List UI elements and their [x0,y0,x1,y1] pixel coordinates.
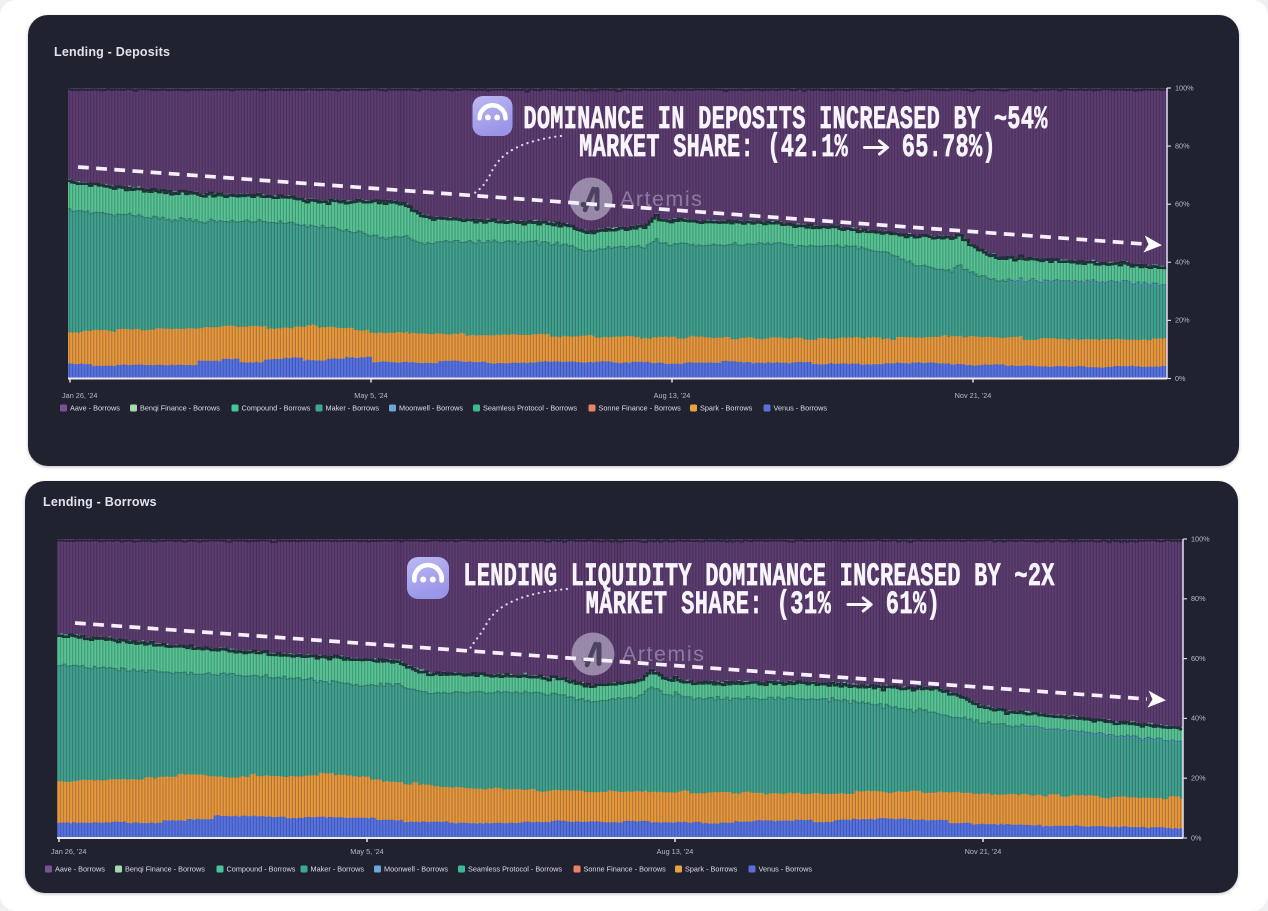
svg-text:Benqi Finance - Borrows: Benqi Finance - Borrows [140,404,220,413]
svg-text:Compound - Borrows: Compound - Borrows [227,865,296,874]
svg-text:40%: 40% [1175,258,1190,267]
svg-text:LENDING LIQUIDITY DOMINANCE IN: LENDING LIQUIDITY DOMINANCE INCREASED BY… [463,559,1054,595]
svg-text:May 5, '24: May 5, '24 [350,847,383,856]
svg-text:Compound - Borrows: Compound - Borrows [242,404,311,413]
svg-text:Seamless Protocol - Borrows: Seamless Protocol - Borrows [468,865,562,874]
svg-text:Maker - Borrows: Maker - Borrows [326,404,380,413]
svg-text:Aug 13, '24: Aug 13, '24 [654,391,691,400]
svg-text:Sonne Finance - Borrows: Sonne Finance - Borrows [584,865,667,874]
svg-text:Nov 21, '24: Nov 21, '24 [965,847,1002,856]
svg-text:May 5, '24: May 5, '24 [354,391,387,400]
svg-text:20%: 20% [1191,774,1206,783]
svg-text:0%: 0% [1175,374,1186,383]
svg-text:60%: 60% [1175,200,1190,209]
svg-text:100%: 100% [1175,83,1194,92]
svg-text:Nov 21, '24: Nov 21, '24 [955,391,992,400]
svg-text:40%: 40% [1191,714,1206,723]
svg-text:Sonne Finance - Borrows: Sonne Finance - Borrows [599,404,682,413]
svg-text:100%: 100% [1191,534,1210,543]
svg-text:Aug 13, '24: Aug 13, '24 [657,847,694,856]
svg-text:Spark - Borrows: Spark - Borrows [700,404,753,413]
svg-text:Spark - Borrows: Spark - Borrows [685,865,738,874]
svg-text:Moonwell - Borrows: Moonwell - Borrows [384,865,448,874]
svg-text:Moonwell - Borrows: Moonwell - Borrows [399,404,463,413]
svg-text:Aave - Borrows: Aave - Borrows [70,404,120,413]
svg-text:Venus - Borrows: Venus - Borrows [774,404,828,413]
svg-text:80%: 80% [1191,594,1206,603]
svg-text:Venus - Borrows: Venus - Borrows [759,865,813,874]
svg-text:0%: 0% [1191,833,1202,842]
svg-text:Jan 26, '24: Jan 26, '24 [62,391,97,400]
svg-text:MARKET SHARE: (42.1% 65.78%: MARKET SHARE: (42.1% 65.78%) [579,130,996,166]
svg-text:80%: 80% [1175,141,1190,150]
svg-text:MARKET SHARE: (31% 61%): MARKET SHARE: (31% 61%) [586,587,941,623]
svg-text:Artemis: Artemis [622,642,705,666]
svg-text:Maker - Borrows: Maker - Borrows [311,865,365,874]
svg-text:Benqi Finance - Borrows: Benqi Finance - Borrows [125,865,205,874]
svg-text:20%: 20% [1175,316,1190,325]
svg-text:60%: 60% [1191,654,1206,663]
svg-text:Aave - Borrows: Aave - Borrows [55,865,105,874]
svg-text:DOMINANCE IN DEPOSITS INCREASE: DOMINANCE IN DEPOSITS INCREASED BY ~54% [523,102,1047,138]
svg-text:Jan 26, '24: Jan 26, '24 [51,847,86,856]
svg-text:Seamless Protocol - Borrows: Seamless Protocol - Borrows [483,404,577,413]
svg-text:Artemis: Artemis [620,187,703,211]
